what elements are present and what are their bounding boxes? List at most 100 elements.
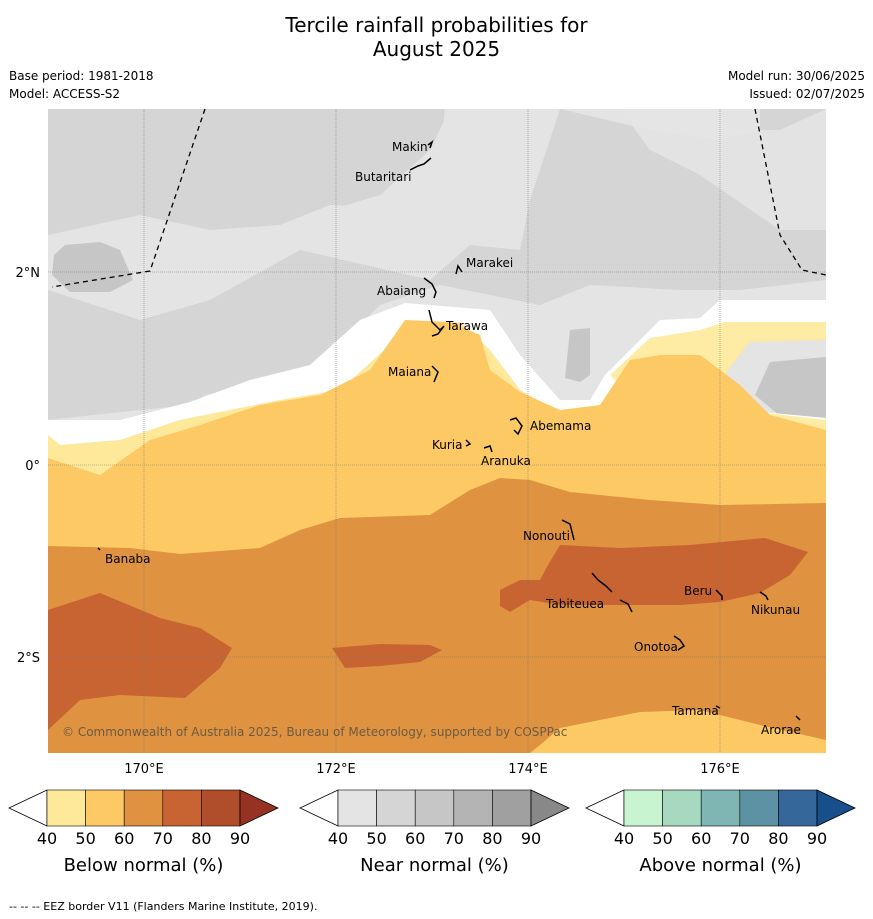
colorbar-swatch bbox=[739, 789, 779, 827]
lon-tick-170e: 170°E bbox=[124, 762, 164, 777]
island-outlines bbox=[97, 139, 801, 721]
near-normal-50-region bbox=[48, 109, 826, 420]
lat-tick-0: 0° bbox=[25, 459, 40, 474]
arorae-island bbox=[795, 715, 801, 721]
label-tamana: Tamana bbox=[671, 704, 719, 718]
colorbar-tick-label: 90 bbox=[807, 829, 827, 848]
eez-border bbox=[51, 108, 827, 288]
colorbar-swatch bbox=[85, 789, 125, 827]
kuria-island bbox=[465, 439, 472, 447]
axis-labels: 170°E 172°E 174°E 176°E 2°N 0° 2°S bbox=[16, 266, 740, 777]
near-normal-60-region bbox=[755, 357, 826, 418]
colorbar-title: Above normal (%) bbox=[639, 855, 801, 876]
colorbar-swatch bbox=[46, 789, 86, 827]
base-period: Base period: 1981-2018 bbox=[9, 69, 154, 83]
label-abaiang: Abaiang bbox=[377, 284, 426, 298]
colorbar-tick-label: 40 bbox=[37, 829, 57, 848]
colorbar-swatch bbox=[123, 789, 164, 827]
colorbar-tick-label: 90 bbox=[521, 829, 541, 848]
nonouti-island bbox=[561, 519, 575, 541]
colorbar-over-swatch bbox=[239, 789, 279, 827]
banaba-island bbox=[97, 547, 101, 551]
maiana-island bbox=[431, 365, 439, 383]
colorbar-tick-label: 80 bbox=[191, 829, 211, 848]
map-title-line1: Tercile rainfall probabilities for bbox=[285, 13, 588, 37]
colorbar-near: 40 50 60 70 80 90 Near normal (%) bbox=[299, 789, 570, 876]
tamana-island bbox=[715, 705, 721, 709]
label-beru: Beru bbox=[684, 584, 712, 598]
near-normal-60-region bbox=[52, 242, 133, 292]
colorbar-legends: 40 50 60 70 80 90 Below normal (%) 40 50 60 70 80 90… bbox=[8, 789, 856, 876]
tarawa-island bbox=[428, 309, 445, 337]
label-tarawa: Tarawa bbox=[445, 319, 488, 333]
colorbar-swatch bbox=[414, 789, 455, 827]
colorbar-tick-label: 80 bbox=[482, 829, 502, 848]
colorbar-under-swatch bbox=[585, 789, 625, 827]
colorbar-swatch bbox=[623, 789, 663, 827]
colorbar-tick-label: 40 bbox=[614, 829, 634, 848]
place-labels: Makin Butaritari Marakei Abaiang Tarawa … bbox=[105, 140, 801, 737]
colorbar-tick-label: 80 bbox=[768, 829, 788, 848]
colorbar-tick-label: 60 bbox=[405, 829, 425, 848]
probability-field bbox=[48, 109, 826, 753]
copyright-notice: © Commonwealth of Australia 2025, Bureau… bbox=[62, 725, 567, 739]
colorbar-swatch bbox=[337, 789, 377, 827]
abaiang-island bbox=[423, 277, 437, 299]
below-normal-70-region bbox=[500, 538, 808, 612]
colorbar-swatch bbox=[376, 789, 416, 827]
colorbar-tick-label: 50 bbox=[75, 829, 95, 848]
colorbar-tick-label: 90 bbox=[230, 829, 250, 848]
near-normal-40-region bbox=[290, 109, 560, 270]
colorbar-over-swatch bbox=[530, 789, 570, 827]
makin-island bbox=[427, 139, 434, 149]
colorbar-swatch bbox=[662, 789, 702, 827]
lat-tick-2s: 2°S bbox=[17, 651, 40, 666]
tabiteuea-north bbox=[591, 572, 613, 593]
onotoa-island bbox=[673, 635, 686, 651]
colorbar-below: 40 50 60 70 80 90 Below normal (%) bbox=[8, 789, 279, 876]
colorbar-tick-label: 40 bbox=[328, 829, 348, 848]
label-maiana: Maiana bbox=[388, 365, 431, 379]
colorbar-under-swatch bbox=[299, 789, 339, 827]
model-name: Model: ACCESS-S2 bbox=[9, 87, 121, 101]
issued-date: Issued: 02/07/2025 bbox=[749, 87, 865, 101]
abemama-island bbox=[509, 417, 523, 436]
colorbar-swatch bbox=[201, 789, 241, 827]
colorbar-above: 40 50 60 70 80 90 Above normal (%) bbox=[585, 789, 856, 876]
aranuka-island bbox=[483, 445, 493, 453]
lon-tick-176e: 176°E bbox=[700, 762, 740, 777]
below-normal-70-region bbox=[332, 644, 442, 668]
colorbar-over-swatch bbox=[816, 789, 856, 827]
colorbar-title: Below normal (%) bbox=[64, 855, 224, 876]
label-nonouti: Nonouti bbox=[523, 529, 570, 543]
near-normal-60-region bbox=[565, 328, 590, 382]
colorbar-title: Near normal (%) bbox=[360, 855, 509, 876]
label-banaba: Banaba bbox=[105, 552, 151, 566]
label-nikunau: Nikunau bbox=[751, 603, 800, 617]
colorbar-swatch bbox=[778, 789, 818, 827]
map-title-line2: August 2025 bbox=[372, 37, 501, 61]
lat-tick-2n: 2°N bbox=[16, 266, 41, 281]
colorbar-swatch bbox=[700, 789, 741, 827]
tabiteuea-south bbox=[619, 599, 633, 613]
colorbar-swatch bbox=[453, 789, 493, 827]
label-arorae: Arorae bbox=[761, 723, 801, 737]
lon-tick-174e: 174°E bbox=[508, 762, 548, 777]
below-normal-60-region bbox=[48, 478, 826, 753]
label-kuria: Kuria bbox=[432, 438, 463, 452]
beru-island bbox=[715, 589, 723, 600]
colorbar-swatch bbox=[492, 789, 532, 827]
lon-tick-172e: 172°E bbox=[316, 762, 356, 777]
colorbar-tick-label: 60 bbox=[114, 829, 134, 848]
colorbar-under-swatch bbox=[8, 789, 48, 827]
colorbar-swatch bbox=[162, 789, 202, 827]
label-butaritari: Butaritari bbox=[355, 170, 412, 184]
label-onotoa: Onotoa bbox=[634, 640, 678, 654]
colorbar-tick-label: 50 bbox=[652, 829, 672, 848]
label-tabiteuea: Tabiteuea bbox=[545, 597, 604, 611]
near-normal-50-region bbox=[48, 109, 445, 235]
eez-footnote: -- -- -- EEZ border V11 (Flanders Marine… bbox=[9, 900, 318, 913]
label-marakei: Marakei bbox=[466, 256, 513, 270]
below-normal-70-region bbox=[48, 593, 232, 730]
